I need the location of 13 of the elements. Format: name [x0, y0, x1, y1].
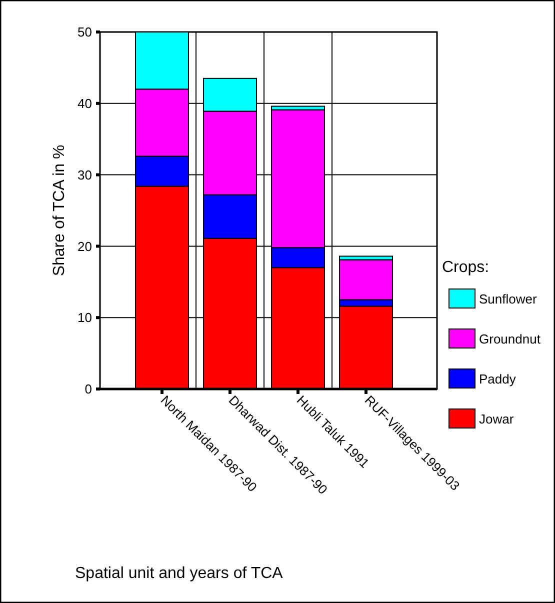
y-tick-label: 20 [78, 238, 92, 254]
y-tick-label: 0 [84, 382, 92, 397]
legend-label: Jowar [479, 412, 514, 427]
y-tick-label: 10 [78, 310, 92, 326]
legend-label: Groundnut [479, 332, 541, 347]
y-axis-title: Share of TCA in % [51, 144, 68, 276]
x-axis-title: Spatial unit and years of TCA [75, 565, 284, 582]
y-tick-label: 40 [78, 96, 92, 111]
y-tick-label: 30 [78, 167, 92, 182]
y-tick-label: 50 [78, 24, 92, 40]
legend-title: Crops: [442, 259, 490, 276]
legend-label: Paddy [479, 372, 516, 387]
legend-label: Sunflower [479, 292, 538, 307]
